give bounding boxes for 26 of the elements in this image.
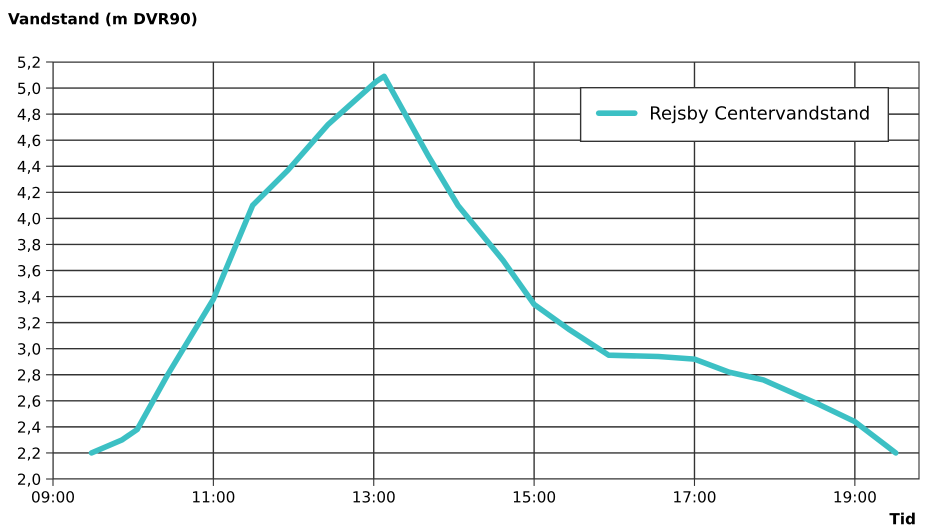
y-tick-label: 4,0 — [18, 212, 40, 226]
x-tick-label: 09:00 — [32, 491, 74, 503]
y-tick-label: 2,8 — [18, 369, 40, 382]
y-tick-label: 2,0 — [18, 473, 40, 487]
y-tick-label: 4,4 — [18, 160, 40, 174]
legend-label: Rejsby Centervandstand — [651, 106, 869, 124]
x-axis-title: Tid — [889, 512, 915, 524]
y-tick-label: 3,2 — [18, 317, 40, 330]
x-tick-label: 17:00 — [674, 491, 716, 503]
y-axis-title: Vandstand (m DVR90) — [8, 12, 196, 26]
y-tick-label: 4,2 — [18, 186, 40, 200]
y-tick-label: 3,8 — [18, 238, 40, 252]
x-tick-label: 15:00 — [514, 491, 556, 503]
y-tick-label: 4,8 — [18, 108, 40, 122]
x-tick-label: 19:00 — [834, 491, 876, 503]
y-tick-label: 3,6 — [18, 264, 40, 278]
y-tick-label: 5,2 — [18, 56, 40, 70]
y-tick-label: 5,0 — [18, 82, 40, 96]
y-tick-label: 2,2 — [18, 447, 40, 461]
y-tick-label: 3,0 — [18, 343, 40, 356]
y-tick-label: 2,4 — [18, 421, 40, 434]
y-tick-label: 2,6 — [18, 395, 40, 408]
x-tick-label: 13:00 — [353, 491, 395, 503]
y-tick-label: 3,4 — [18, 291, 40, 304]
y-tick-label: 4,6 — [18, 134, 40, 148]
x-tick-label: 11:00 — [193, 491, 234, 503]
